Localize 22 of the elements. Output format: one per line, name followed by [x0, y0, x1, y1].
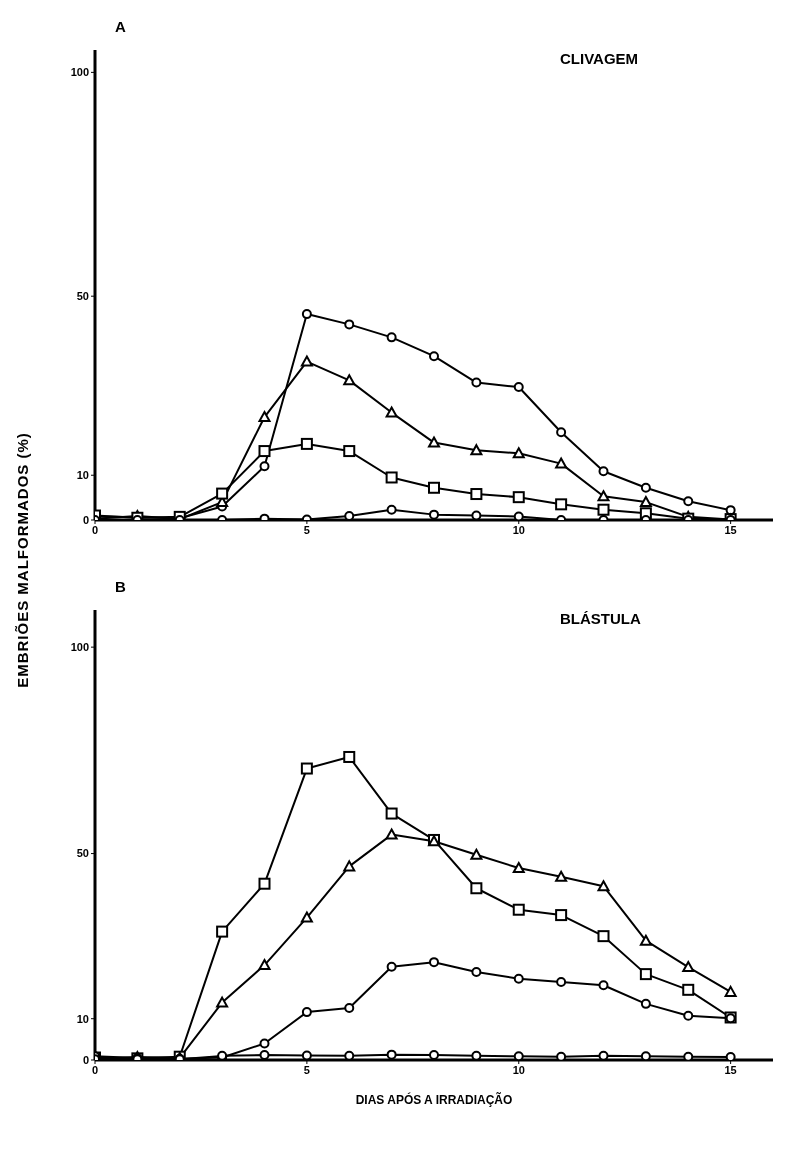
x-tick-label: 0 — [91, 523, 99, 536]
y-tick-label: 100 — [70, 66, 89, 79]
chart-title: CLIVAGEM — [560, 50, 639, 67]
x-tick-label: 5 — [303, 523, 310, 536]
text: B — [115, 578, 126, 595]
y-tick-label: 10 — [76, 1012, 89, 1025]
x-tick-label: 5 — [303, 1063, 310, 1076]
x-tick-label: 0 — [91, 1063, 99, 1076]
x-tick-label: 15 — [724, 1063, 737, 1076]
y-tick-label: 10 — [76, 469, 89, 482]
y-tick-label: 50 — [76, 290, 89, 303]
x-tick-label: 15 — [724, 523, 737, 536]
x-axis-title: DIAS APÓS A IRRADIAÇÃO — [355, 1092, 513, 1107]
chart-title: BLÁSTULA — [560, 610, 641, 627]
y-tick-label: 100 — [70, 641, 89, 654]
x-tick-label: 10 — [512, 1063, 525, 1076]
text: A — [115, 18, 126, 35]
y-tick-label: 0 — [82, 1053, 89, 1066]
y-tick-label: 50 — [76, 847, 89, 860]
x-tick-label: 10 — [512, 523, 525, 536]
y-tick-label: 0 — [82, 513, 89, 526]
y-axis-title: EMBRIÕES MALFORMADOS (%) — [13, 432, 31, 688]
